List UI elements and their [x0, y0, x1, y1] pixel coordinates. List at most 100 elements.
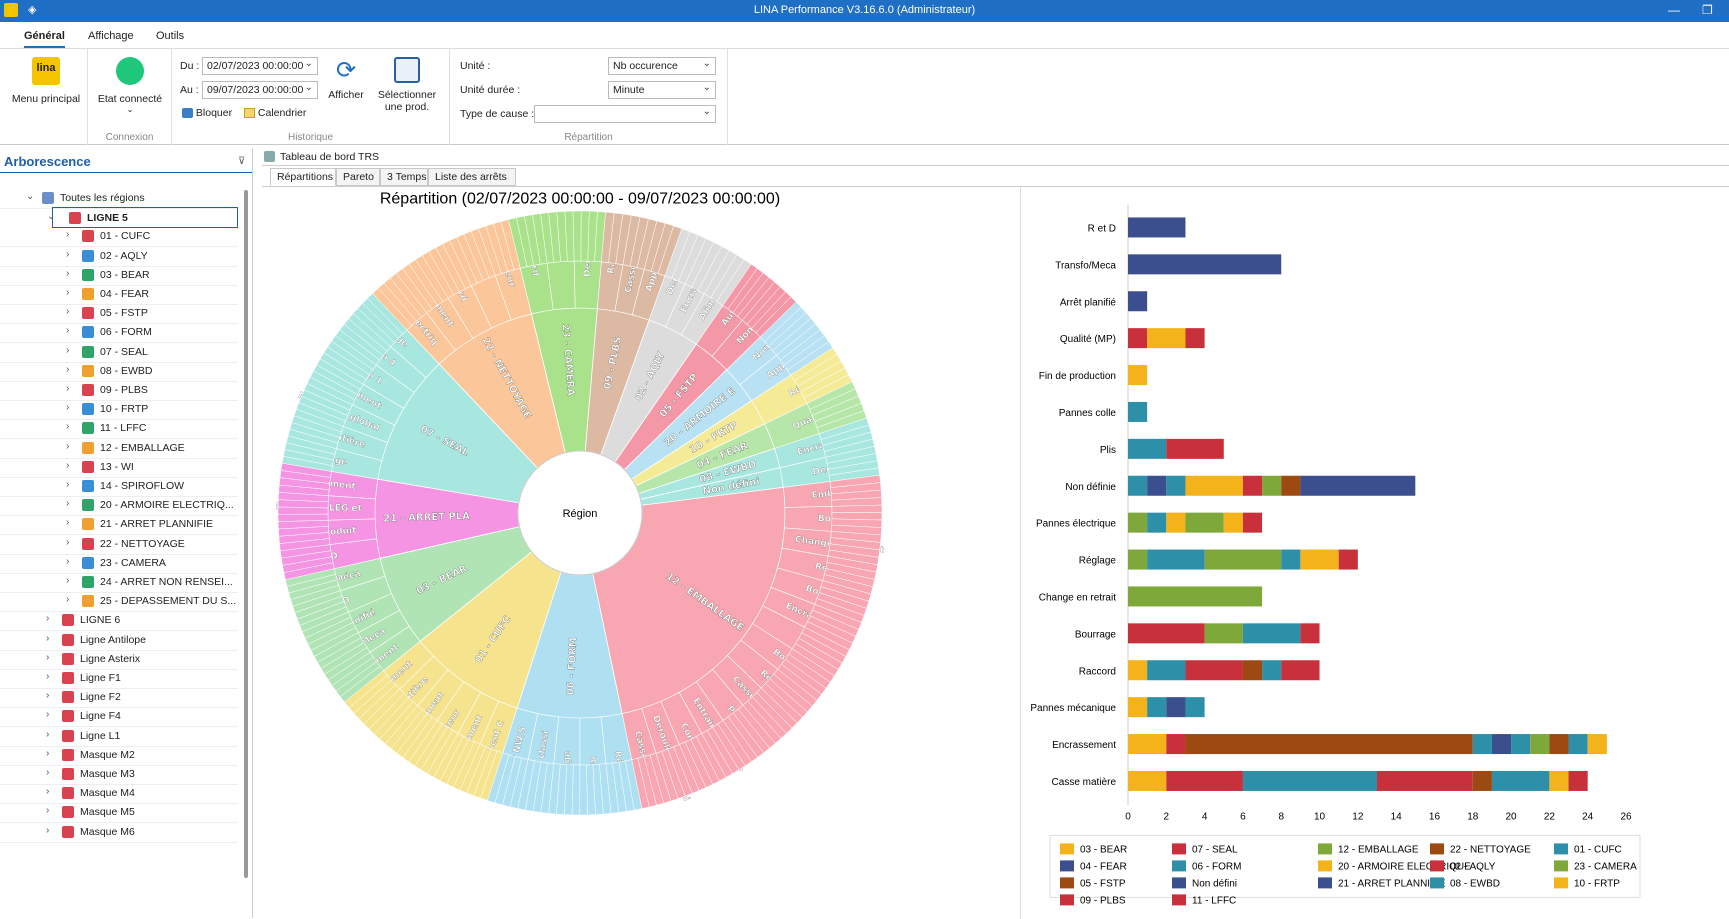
- afficher-button[interactable]: ⟳ Afficher: [326, 57, 366, 101]
- sunburst-sector[interactable]: Pannes électriqEntrainementRaccordPlisDe…: [372, 219, 566, 469]
- bar-segment[interactable]: [1166, 697, 1186, 718]
- tree-item-machine[interactable]: › 23 - CAMERA: [0, 553, 238, 574]
- bar-segment[interactable]: [1204, 549, 1282, 570]
- pin-panel-icon[interactable]: ⊽: [238, 156, 246, 167]
- chevron-right-icon[interactable]: ›: [46, 651, 50, 663]
- tree-item-line[interactable]: › Masque M6: [0, 822, 238, 843]
- chevron-right-icon[interactable]: ›: [66, 344, 70, 356]
- bar-segment[interactable]: [1549, 770, 1569, 791]
- legend-item[interactable]: 20 - ARMOIRE ELECTRIQUE: [1318, 860, 1471, 872]
- tree-item-machine[interactable]: › 24 - ARRET NON RENSEI...: [0, 572, 238, 593]
- bar-segment[interactable]: [1128, 365, 1148, 386]
- legend-item[interactable]: 12 - EMBALLAGE: [1318, 843, 1419, 855]
- sunburst-sector[interactable]: Non définieApplicateur20 - ARMOIRE E: [623, 301, 834, 480]
- tree-item-line[interactable]: › Ligne L1: [0, 726, 238, 747]
- tree-item-ligne-5[interactable]: ⌄ LIGNE 5: [47, 207, 238, 229]
- legend-item[interactable]: 07 - SEAL: [1172, 843, 1238, 855]
- chevron-right-icon[interactable]: ›: [66, 325, 70, 337]
- chevron-right-icon[interactable]: ›: [46, 671, 50, 682]
- chevron-right-icon[interactable]: ›: [66, 479, 70, 490]
- tree-item-line[interactable]: › LIGNE 6: [0, 610, 238, 632]
- bar-segment[interactable]: [1568, 734, 1588, 755]
- tree-item-line[interactable]: › Ligne F1: [0, 668, 238, 689]
- bar-segment[interactable]: [1204, 623, 1243, 644]
- bar-segment[interactable]: [1128, 586, 1263, 607]
- bar-segment[interactable]: [1281, 549, 1301, 570]
- calendrier-button[interactable]: Calendrier: [244, 107, 306, 119]
- tree-item-machine[interactable]: › 22 - NETTOYAGE: [0, 534, 238, 555]
- chevron-right-icon[interactable]: ›: [66, 402, 70, 414]
- tree-item-machine[interactable]: › 20 - ARMOIRE ELECTRIQ...: [0, 495, 238, 517]
- tree-item-machine[interactable]: › 07 - SEAL: [0, 342, 238, 363]
- bar-segment[interactable]: [1166, 512, 1186, 533]
- tree-item-machine[interactable]: › 21 - ARRET PLANNIFIE: [0, 514, 238, 536]
- bar-segment[interactable]: [1128, 549, 1148, 570]
- type-cause-select[interactable]: ⌄: [534, 105, 716, 123]
- tab-general[interactable]: Général: [24, 30, 65, 48]
- sunburst-sector[interactable]: Entrainement CEncrassementApplicateurEnt…: [344, 551, 562, 801]
- bar-segment[interactable]: [1128, 697, 1148, 718]
- chevron-right-icon[interactable]: ›: [46, 824, 50, 836]
- chevron-right-icon[interactable]: ›: [66, 421, 70, 433]
- tree-item-machine[interactable]: › 11 - LFFC: [0, 418, 238, 440]
- bar-segment[interactable]: [1511, 734, 1531, 755]
- bar-segment[interactable]: [1128, 254, 1282, 275]
- bar-segment[interactable]: [1166, 438, 1224, 459]
- bar-segment[interactable]: [1242, 660, 1263, 681]
- bar-segment[interactable]: [1147, 512, 1167, 533]
- tree-item-line[interactable]: › Ligne Asterix: [0, 649, 238, 670]
- bar-segment[interactable]: [1242, 475, 1263, 496]
- tab-pareto[interactable]: Pareto: [336, 168, 380, 186]
- sunburst-sector[interactable]: RéglageRocordBourrageDerouleur classiDer…: [487, 571, 643, 816]
- selectionner-prod-button[interactable]: Sélectionner une prod.: [368, 57, 446, 113]
- tree-item-line[interactable]: › Masque M3: [0, 764, 238, 785]
- tab-affichage[interactable]: Affichage: [88, 30, 134, 42]
- chevron-right-icon[interactable]: ›: [66, 575, 70, 586]
- legend-item[interactable]: 06 - FORM: [1172, 860, 1241, 872]
- bar-segment[interactable]: [1300, 549, 1339, 570]
- legend-item[interactable]: 01 - CUFC: [1554, 843, 1622, 855]
- tree-item-machine[interactable]: › 08 - EWBD: [0, 361, 238, 382]
- tree-item-line[interactable]: › Ligne F4: [0, 706, 238, 728]
- sunburst-sector[interactable]: RaccordPlisDerouleur23 - CAMERA: [508, 210, 606, 454]
- tree-root[interactable]: ⌄ Toutes les régions: [0, 188, 238, 209]
- tree-item-machine[interactable]: › 01 - CUFC: [0, 226, 238, 248]
- chevron-right-icon[interactable]: ›: [66, 440, 70, 452]
- chevron-right-icon[interactable]: ›: [66, 383, 70, 394]
- bar-segment[interactable]: [1128, 734, 1167, 755]
- bar-segment[interactable]: [1262, 475, 1282, 496]
- tab-repartitions[interactable]: Répartitions: [270, 168, 336, 186]
- chevron-right-icon[interactable]: ›: [66, 229, 70, 241]
- etat-connecte-button[interactable]: Etat connecté ⌄: [92, 57, 168, 114]
- sunburst-sector[interactable]: EmballeuseBourrageChange en retraitRégla…: [592, 474, 886, 809]
- bar-segment[interactable]: [1147, 328, 1186, 349]
- tree-item-machine[interactable]: › 03 - BEAR: [0, 265, 238, 286]
- bar-segment[interactable]: [1128, 438, 1167, 459]
- chevron-right-icon[interactable]: ›: [66, 555, 70, 567]
- legend-item[interactable]: 08 - EWBD: [1430, 877, 1500, 889]
- tree-item-machine[interactable]: › 05 - FSTP: [0, 303, 238, 325]
- chevron-right-icon[interactable]: ›: [66, 267, 70, 279]
- bar-segment[interactable]: [1147, 660, 1186, 681]
- bar-segment[interactable]: [1128, 291, 1148, 312]
- sunburst-outer-slice[interactable]: [277, 513, 329, 522]
- bar-segment[interactable]: [1147, 475, 1167, 496]
- sunburst-outer-slice[interactable]: [572, 210, 582, 262]
- unite-select[interactable]: Nb occurence ⌄: [608, 57, 716, 75]
- chevron-right-icon[interactable]: ›: [66, 287, 70, 298]
- tree-item-machine[interactable]: › 14 - SPIROFLOW: [0, 476, 238, 497]
- legend-item[interactable]: Non défini: [1172, 877, 1237, 889]
- doc-tab-title[interactable]: Tableau de bord TRS: [280, 151, 380, 163]
- bar-segment[interactable]: [1166, 770, 1243, 791]
- bar-segment[interactable]: [1128, 328, 1148, 349]
- chevron-right-icon[interactable]: ›: [66, 459, 70, 471]
- legend-item[interactable]: 11 - LFFC: [1172, 894, 1236, 906]
- bar-segment[interactable]: [1185, 475, 1243, 496]
- chevron-right-icon[interactable]: ›: [66, 498, 70, 510]
- au-date-picker[interactable]: 09/07/2023 00:00:00 ⌄: [202, 81, 318, 99]
- sunburst-sector[interactable]: RaccordCasse matièreApplicateur09 - PLBS: [584, 211, 683, 456]
- sunburst-outer-slice[interactable]: [828, 467, 880, 482]
- bar-segment[interactable]: [1128, 401, 1148, 422]
- legend-item[interactable]: 22 - NETTOYAGE: [1430, 843, 1531, 855]
- chevron-right-icon[interactable]: ›: [66, 517, 70, 529]
